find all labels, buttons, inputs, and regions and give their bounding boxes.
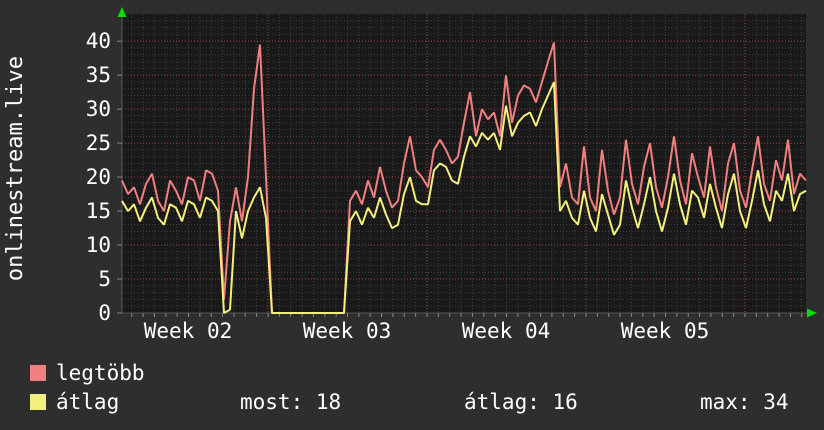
stat-most: most: 18 xyxy=(240,390,342,414)
stat-max: max: 34 xyxy=(700,390,789,414)
x-tick-label: Week 03 xyxy=(303,319,392,343)
y-tick-label: 25 xyxy=(86,131,111,155)
x-tick-label: Week 05 xyxy=(621,319,710,343)
y-tick-label: 35 xyxy=(86,63,111,87)
legend-item-atlag: átlag xyxy=(30,390,119,414)
y-tick-label: 0 xyxy=(98,301,111,325)
legend-item-legtobb: legtöbb xyxy=(30,361,145,385)
y-tick-label: 15 xyxy=(86,199,111,223)
x-tick-label: Week 04 xyxy=(462,319,551,343)
legend-label-legtobb: legtöbb xyxy=(56,361,145,385)
legend-swatch-legtobb-icon xyxy=(30,365,46,381)
chart-svg: 0 5 10 15 20 25 30 35 40 Week 02 Week 03 Week 04 Wee… xyxy=(86,7,817,343)
x-axis-arrow-icon xyxy=(807,308,817,318)
y-tick-label: 20 xyxy=(86,165,111,189)
y-tick-label: 5 xyxy=(98,267,111,291)
legend: legtöbb átlag most: 18 átlag: 16 max: 34 xyxy=(0,352,824,430)
legend-label-atlag: átlag xyxy=(56,390,120,414)
series-line-legtobb xyxy=(121,42,807,314)
stat-atlag: átlag: 16 xyxy=(464,390,578,414)
y-tick-label: 40 xyxy=(86,29,111,53)
series-line-atlag xyxy=(121,81,807,314)
x-tick-label: Week 02 xyxy=(144,319,233,343)
y-tick-label: 30 xyxy=(86,97,111,121)
legend-swatch-atlag-icon xyxy=(30,394,46,410)
y-axis-arrow-icon xyxy=(117,7,127,17)
y-tick-label: 10 xyxy=(86,233,111,257)
